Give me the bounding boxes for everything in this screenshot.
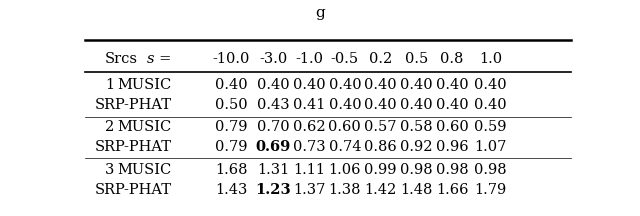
Text: 0.8: 0.8 bbox=[440, 52, 464, 66]
Text: 0.96: 0.96 bbox=[436, 140, 468, 154]
Text: 0.58: 0.58 bbox=[400, 120, 433, 134]
Text: 1.07: 1.07 bbox=[474, 140, 507, 154]
Text: 1.79: 1.79 bbox=[475, 183, 507, 197]
Text: 0.40: 0.40 bbox=[293, 78, 326, 92]
Text: 1.23: 1.23 bbox=[255, 183, 291, 197]
Text: 0.50: 0.50 bbox=[215, 98, 248, 112]
Text: 0.40: 0.40 bbox=[257, 78, 290, 92]
Text: SRP-PHAT: SRP-PHAT bbox=[95, 98, 172, 112]
Text: 0.98: 0.98 bbox=[400, 163, 433, 177]
Text: 0.40: 0.40 bbox=[474, 98, 507, 112]
Text: MUSIC: MUSIC bbox=[118, 163, 172, 177]
Text: 1.0: 1.0 bbox=[479, 52, 502, 66]
Text: 0.74: 0.74 bbox=[328, 140, 361, 154]
Text: 0.79: 0.79 bbox=[215, 140, 248, 154]
Text: 1.68: 1.68 bbox=[215, 163, 248, 177]
Text: 0.59: 0.59 bbox=[474, 120, 507, 134]
Text: -10.0: -10.0 bbox=[212, 52, 250, 66]
Text: 0.2: 0.2 bbox=[369, 52, 392, 66]
Text: 1: 1 bbox=[105, 78, 114, 92]
Text: 0.73: 0.73 bbox=[293, 140, 326, 154]
Text: g: g bbox=[315, 6, 325, 21]
Text: 0.60: 0.60 bbox=[436, 120, 468, 134]
Text: 0.69: 0.69 bbox=[256, 140, 291, 154]
Text: 0.99: 0.99 bbox=[364, 163, 397, 177]
Text: 1.11: 1.11 bbox=[293, 163, 325, 177]
Text: 0.40: 0.40 bbox=[400, 78, 433, 92]
Text: SRP-PHAT: SRP-PHAT bbox=[95, 140, 172, 154]
Text: 0.86: 0.86 bbox=[364, 140, 397, 154]
Text: 0.40: 0.40 bbox=[364, 98, 397, 112]
Text: 0.40: 0.40 bbox=[436, 78, 468, 92]
Text: -3.0: -3.0 bbox=[259, 52, 287, 66]
Text: 0.40: 0.40 bbox=[328, 78, 361, 92]
Text: 0.92: 0.92 bbox=[400, 140, 433, 154]
Text: 1.38: 1.38 bbox=[328, 183, 361, 197]
Text: 1.48: 1.48 bbox=[400, 183, 433, 197]
Text: -1.0: -1.0 bbox=[295, 52, 323, 66]
Text: 0.43: 0.43 bbox=[257, 98, 290, 112]
Text: 0.57: 0.57 bbox=[364, 120, 397, 134]
Text: s =: s = bbox=[147, 52, 172, 66]
Text: 0.98: 0.98 bbox=[474, 163, 507, 177]
Text: 0.98: 0.98 bbox=[436, 163, 468, 177]
Text: 2: 2 bbox=[105, 120, 114, 134]
Text: SRP-PHAT: SRP-PHAT bbox=[95, 183, 172, 197]
Text: MUSIC: MUSIC bbox=[118, 120, 172, 134]
Text: 1.66: 1.66 bbox=[436, 183, 468, 197]
Text: 0.40: 0.40 bbox=[328, 98, 361, 112]
Text: 0.79: 0.79 bbox=[215, 120, 248, 134]
Text: 0.60: 0.60 bbox=[328, 120, 361, 134]
Text: 1.31: 1.31 bbox=[257, 163, 289, 177]
Text: 0.5: 0.5 bbox=[404, 52, 428, 66]
Text: 0.70: 0.70 bbox=[257, 120, 290, 134]
Text: 1.42: 1.42 bbox=[364, 183, 397, 197]
Text: Srcs: Srcs bbox=[105, 52, 138, 66]
Text: 0.40: 0.40 bbox=[474, 78, 507, 92]
Text: MUSIC: MUSIC bbox=[118, 78, 172, 92]
Text: 0.41: 0.41 bbox=[293, 98, 325, 112]
Text: 1.06: 1.06 bbox=[328, 163, 361, 177]
Text: 1.37: 1.37 bbox=[293, 183, 325, 197]
Text: 0.40: 0.40 bbox=[364, 78, 397, 92]
Text: 0.40: 0.40 bbox=[400, 98, 433, 112]
Text: 0.40: 0.40 bbox=[215, 78, 248, 92]
Text: 3: 3 bbox=[105, 163, 114, 177]
Text: 1.43: 1.43 bbox=[215, 183, 248, 197]
Text: -0.5: -0.5 bbox=[331, 52, 359, 66]
Text: 0.62: 0.62 bbox=[293, 120, 326, 134]
Text: 0.40: 0.40 bbox=[436, 98, 468, 112]
